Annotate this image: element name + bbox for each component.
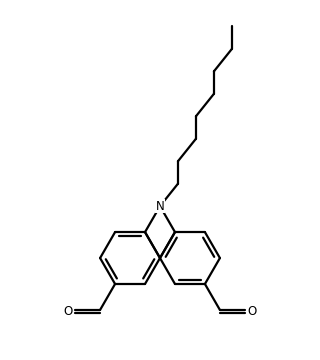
Text: N: N xyxy=(156,200,164,213)
Text: O: O xyxy=(63,305,72,318)
Text: O: O xyxy=(248,305,257,318)
